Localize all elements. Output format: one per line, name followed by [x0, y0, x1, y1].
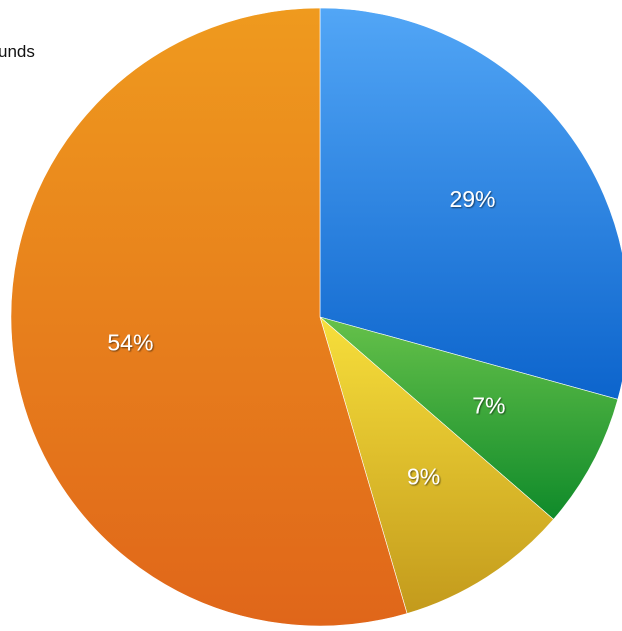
pie-slice-7pct	[319, 316, 619, 520]
pie-slice-9pct	[319, 316, 554, 614]
slice-label-7pct: 7%	[472, 393, 505, 419]
slice-label-29pct: 29%	[449, 186, 495, 212]
pie-slice-29pct	[319, 7, 622, 400]
pie-slice-54pct	[10, 7, 408, 627]
pie-labels: 29% 7% 9% 54%	[107, 186, 505, 489]
slice-label-54pct: 54%	[107, 329, 153, 355]
pie-slices	[10, 7, 622, 627]
slice-label-9pct: 9%	[407, 463, 440, 489]
legend-label: unds	[0, 42, 35, 61]
